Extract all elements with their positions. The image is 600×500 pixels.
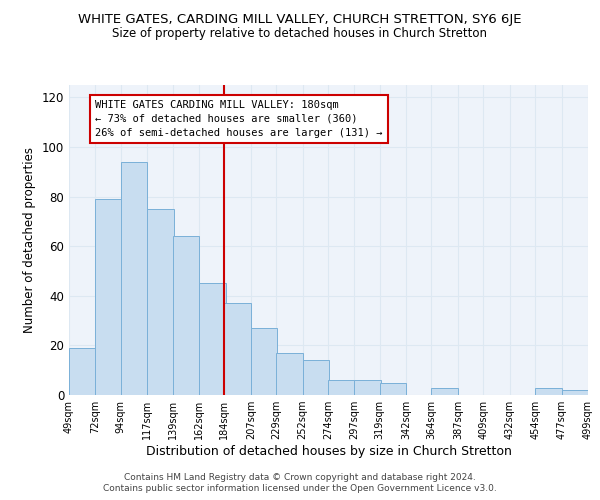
Bar	[380, 382, 406, 395]
Text: WHITE GATES CARDING MILL VALLEY: 180sqm
← 73% of detached houses are smaller (36: WHITE GATES CARDING MILL VALLEY: 180sqm …	[95, 100, 383, 138]
Bar	[224, 303, 251, 395]
Bar	[69, 348, 95, 395]
Bar	[431, 388, 458, 395]
Bar	[199, 284, 226, 395]
Bar	[147, 209, 174, 395]
Text: Contains public sector information licensed under the Open Government Licence v3: Contains public sector information licen…	[103, 484, 497, 493]
Bar	[328, 380, 355, 395]
Bar	[95, 199, 122, 395]
Text: Contains HM Land Registry data © Crown copyright and database right 2024.: Contains HM Land Registry data © Crown c…	[124, 472, 476, 482]
Text: WHITE GATES, CARDING MILL VALLEY, CHURCH STRETTON, SY6 6JE: WHITE GATES, CARDING MILL VALLEY, CHURCH…	[78, 12, 522, 26]
Bar	[121, 162, 147, 395]
Bar	[302, 360, 329, 395]
X-axis label: Distribution of detached houses by size in Church Stretton: Distribution of detached houses by size …	[146, 445, 511, 458]
Y-axis label: Number of detached properties: Number of detached properties	[23, 147, 36, 333]
Bar	[251, 328, 277, 395]
Bar	[173, 236, 199, 395]
Bar	[562, 390, 588, 395]
Bar	[276, 353, 302, 395]
Bar	[355, 380, 381, 395]
Text: Size of property relative to detached houses in Church Stretton: Size of property relative to detached ho…	[113, 28, 487, 40]
Bar	[535, 388, 562, 395]
